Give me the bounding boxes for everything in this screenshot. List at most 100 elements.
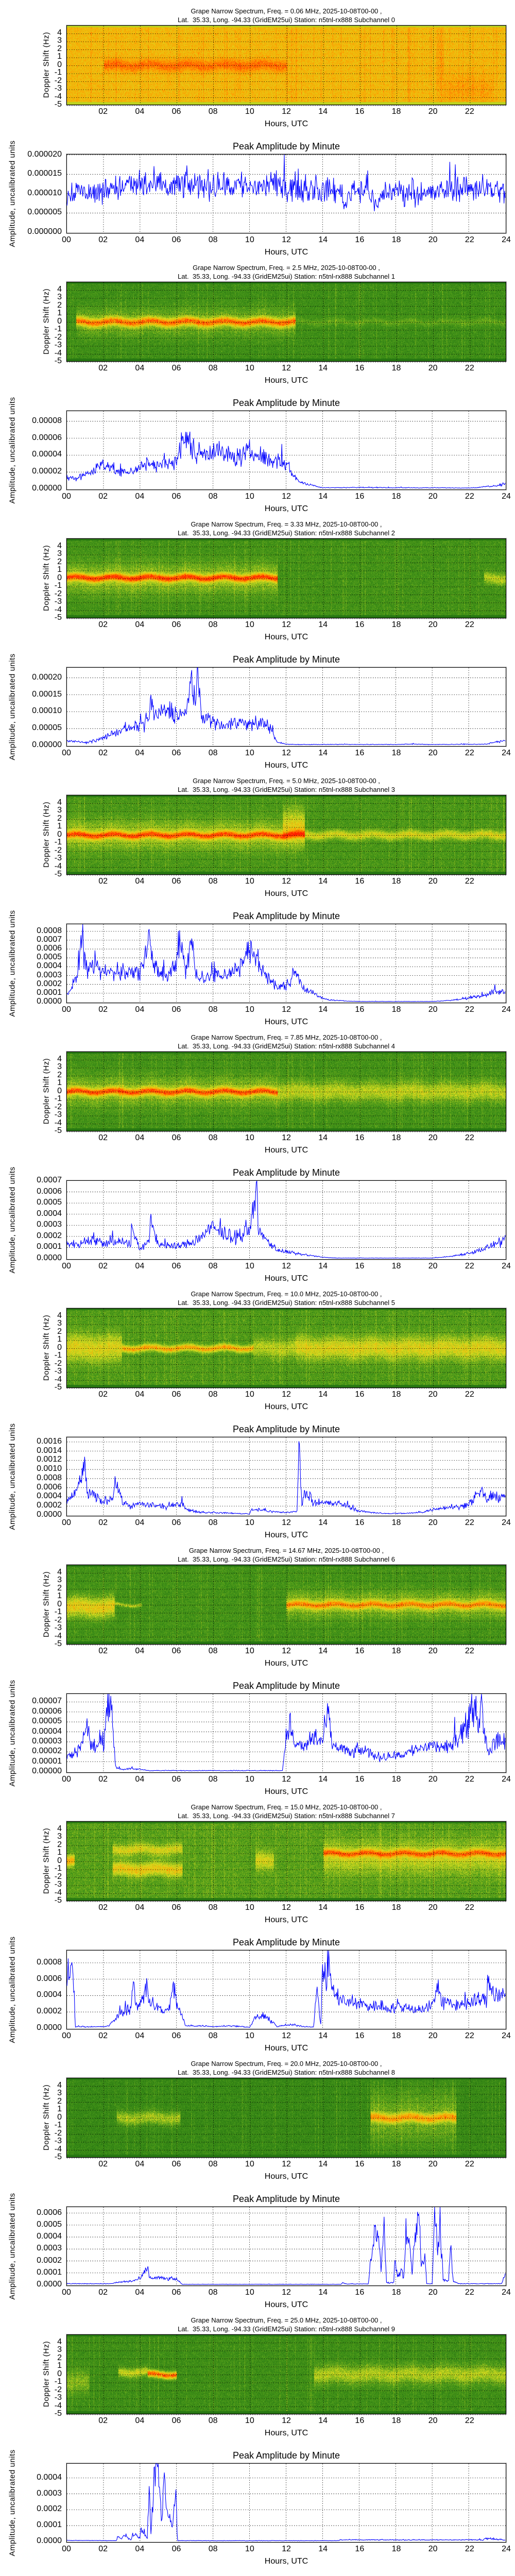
spectrogram-xtick-label: 22 bbox=[465, 364, 474, 372]
spectrogram-xtick-label: 14 bbox=[318, 1390, 328, 1399]
line-chart-xtick-label: 10 bbox=[245, 235, 254, 244]
line-chart-ytick-label: 0.00006 bbox=[32, 433, 62, 442]
line-chart-xtick-label: 18 bbox=[391, 1518, 401, 1527]
spectrogram-xtick-label: 02 bbox=[98, 1390, 108, 1399]
amplitude-series-line bbox=[66, 1693, 506, 1772]
spectrogram-xtick-label: 12 bbox=[282, 364, 291, 372]
spectrogram-plot bbox=[66, 1308, 507, 1389]
line-chart-xtick-label: 20 bbox=[428, 749, 438, 757]
line-chart-xtick-label: 16 bbox=[355, 2288, 365, 2297]
spectrogram-xtick-label: 02 bbox=[98, 620, 108, 629]
spectrogram-xtick-label: 10 bbox=[245, 2160, 254, 2168]
spectrogram-grid bbox=[67, 282, 507, 363]
line-chart-ytick-label: 0.0001 bbox=[37, 1242, 62, 1251]
line-chart-ytick-label: 0.00004 bbox=[32, 1726, 62, 1736]
spectrogram-ytick-label: 3 bbox=[57, 2345, 62, 2354]
spectrogram-ytick-label: 4 bbox=[57, 284, 62, 294]
spectrogram-xtick-label: 02 bbox=[98, 1903, 108, 1912]
spectrogram-ytick-label: 2 bbox=[57, 1327, 62, 1336]
line-chart-ytick-label: 0.0008 bbox=[37, 1473, 62, 1482]
spectrogram-xtick-label: 08 bbox=[208, 1903, 218, 1912]
spectrogram-xtick-label: 06 bbox=[171, 2416, 181, 2425]
line-chart-xtick-label: 00 bbox=[62, 2545, 71, 2553]
line-chart-xtick-label: 10 bbox=[245, 1518, 254, 1527]
spectrogram-ytick-label: 4 bbox=[57, 1311, 62, 1320]
line-chart-xtick-label: 12 bbox=[282, 2031, 291, 2040]
line-chart-xlabel: Hours, UTC bbox=[264, 2300, 308, 2309]
spectrogram-ytick-label: -1 bbox=[54, 68, 62, 77]
spectrogram-xtick-label: 04 bbox=[135, 2160, 145, 2168]
spectrogram-xtick-label: 08 bbox=[208, 1390, 218, 1399]
spectrogram-xtick-label: 06 bbox=[171, 1133, 181, 1142]
spectrogram-xtick-label: 06 bbox=[171, 1903, 181, 1912]
spectrogram-title-line-2: Lat. 35.33, Long. -94.33 (GridEM25ui) St… bbox=[177, 1042, 396, 1050]
line-chart-xtick-label: 18 bbox=[391, 1262, 401, 1270]
spectrogram-xtick-label: 16 bbox=[355, 620, 365, 629]
line-chart-xtick-label: 06 bbox=[171, 235, 181, 244]
line-chart-xtick-label: 02 bbox=[98, 1005, 108, 1014]
spectrogram-xtick-label: 16 bbox=[355, 107, 365, 116]
line-chart-xlabel: Hours, UTC bbox=[264, 2557, 308, 2566]
line-chart-xtick-label: 08 bbox=[208, 749, 218, 757]
line-chart-ytick-label: 0.000020 bbox=[27, 149, 62, 159]
spectrogram-ylabel: Doppler Shift (Hz) bbox=[42, 2084, 51, 2151]
spectrogram-xtick-label: 22 bbox=[465, 2416, 474, 2425]
spectrogram-grid bbox=[67, 1309, 507, 1389]
spectrogram-xtick-label: 16 bbox=[355, 364, 365, 372]
line-chart-xtick-label: 12 bbox=[282, 749, 291, 757]
spectrogram-xtick-label: 10 bbox=[245, 1903, 254, 1912]
spectrogram-ytick-label: 3 bbox=[57, 293, 62, 301]
line-chart-xtick-label: 06 bbox=[171, 749, 181, 757]
spectrogram-xtick-label: 14 bbox=[318, 1903, 328, 1912]
line-chart-xtick-label: 14 bbox=[318, 1775, 328, 1784]
line-chart-xtick-label: 16 bbox=[355, 2545, 365, 2553]
line-chart-plot bbox=[66, 2463, 507, 2543]
line-chart-ytick-label: 0.0003 bbox=[37, 2244, 62, 2253]
line-chart-plot bbox=[66, 411, 507, 490]
line-chart-xlabel: Hours, UTC bbox=[264, 761, 308, 770]
spectrogram-ytick-label: 0 bbox=[57, 2369, 62, 2378]
line-chart-xtick-label: 10 bbox=[245, 1262, 254, 1270]
spectrogram-xtick-label: 20 bbox=[428, 2160, 438, 2168]
line-chart-xtick-label: 12 bbox=[282, 2288, 291, 2297]
spectrogram-xtick-label: 20 bbox=[428, 2416, 438, 2425]
spectrogram-ytick-label: 1 bbox=[57, 2361, 62, 2370]
spectrogram-ytick-label: 4 bbox=[57, 541, 62, 550]
spectrogram-ytick-label: -5 bbox=[54, 613, 62, 622]
spectrogram-xtick-label: 18 bbox=[391, 1647, 401, 1655]
line-chart-xtick-label: 06 bbox=[171, 1005, 181, 1014]
amplitude-series-line bbox=[66, 2207, 506, 2285]
spectrogram-title-line-1: Grape Narrow Spectrum, Freq. = 10.0 MHz,… bbox=[191, 1290, 382, 1298]
spectrogram-xtick-label: 02 bbox=[98, 107, 108, 116]
line-chart-xtick-label: 24 bbox=[502, 2545, 511, 2553]
spectrogram-ytick-label: -2 bbox=[54, 845, 62, 855]
spectrogram-ytick-label: -5 bbox=[54, 1383, 62, 1392]
spectrogram-xtick-label: 08 bbox=[208, 2416, 218, 2425]
spectrogram-xtick-label: 04 bbox=[135, 620, 145, 629]
spectrogram-xtick-label: 12 bbox=[282, 620, 291, 629]
line-chart-xtick-label: 04 bbox=[135, 1775, 145, 1784]
line-chart-xtick-label: 18 bbox=[391, 1005, 401, 1014]
spectrogram-xtick-label: 22 bbox=[465, 2160, 474, 2168]
line-chart-xtick-label: 12 bbox=[282, 492, 291, 501]
spectrogram-title-line-2: Lat. 35.33, Long. -94.33 (GridEM25ui) St… bbox=[177, 1299, 396, 1307]
spectrogram-xtick-label: 08 bbox=[208, 1647, 218, 1655]
spectrogram-ytick-label: 2 bbox=[57, 2096, 62, 2106]
line-chart-ytick-label: 0.0004 bbox=[37, 1209, 62, 1218]
line-chart-title: Peak Amplitude by Minute bbox=[232, 911, 340, 921]
spectrogram-ytick-label: -2 bbox=[54, 1359, 62, 1368]
line-chart-xtick-label: 10 bbox=[245, 2545, 254, 2553]
spectrogram-xtick-label: 02 bbox=[98, 364, 108, 372]
spectrogram-ytick-label: 0 bbox=[57, 60, 62, 69]
spectrogram-ylabel: Doppler Shift (Hz) bbox=[42, 1571, 51, 1638]
line-chart-xtick-label: 22 bbox=[465, 2545, 474, 2553]
line-chart-svg bbox=[66, 154, 507, 232]
spectrogram-ytick-label: -5 bbox=[54, 1896, 62, 1905]
spectrogram-title-line-1: Grape Narrow Spectrum, Freq. = 14.67 MHz… bbox=[188, 1547, 384, 1554]
line-chart-xtick-label: 24 bbox=[502, 749, 511, 757]
spectrogram-ytick-label: -1 bbox=[54, 2377, 62, 2386]
spectrogram-xtick-label: 08 bbox=[208, 877, 218, 886]
spectrogram-xtick-label: 10 bbox=[245, 1390, 254, 1399]
line-chart-ytick-label: 0.0001 bbox=[37, 2267, 62, 2277]
line-chart-ylabel: Amplitude, uncalibrated units bbox=[8, 1423, 17, 1530]
